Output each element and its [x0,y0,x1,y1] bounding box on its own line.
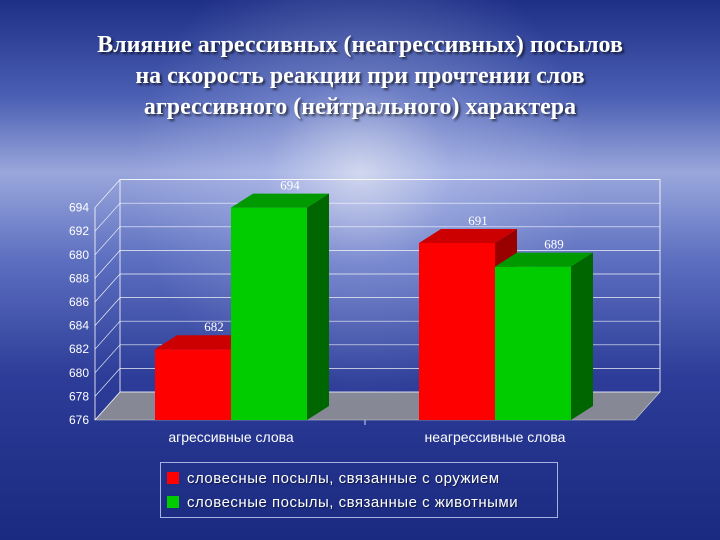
y-tick-label: 684 [69,319,89,333]
y-tick-label: 680 [69,366,89,380]
bar-side [571,252,593,420]
legend-swatch-red [167,472,179,484]
gridline [94,179,660,208]
bar-top [495,252,593,267]
data-label: 682 [204,319,224,334]
gridline [94,226,660,256]
bar [495,266,571,420]
data-label: 689 [544,237,564,252]
y-tick-label: 676 [69,413,89,427]
legend-swatch-green [167,496,179,508]
legend-item-weapons: словесные посылы, связанные с оружием [167,468,500,488]
y-tick-label: 688 [69,271,89,285]
bar-top [155,335,253,350]
bar-top [419,229,517,243]
bar [419,243,495,420]
y-tick-label: 682 [69,342,89,356]
data-label: 691 [468,213,488,228]
y-tick-label: 692 [69,224,89,238]
title-line-3: агрессивного (нейтрального) характера [143,94,577,120]
legend-label-weapons: словесные посылы, связанные с оружием [187,469,500,487]
y-tick-label: 680 [69,248,89,262]
y-tick-label: 686 [69,295,89,309]
chart-legend: словесные посылы, связанные с оружием сл… [160,462,558,518]
title-line-1: Влияние агрессивных (неагрессивных) посы… [97,32,623,58]
legend-item-animals: словесные посылы, связанные с животными [167,492,518,512]
x-category-label: неагрессивные слова [425,429,566,445]
y-tick-label: 694 [69,201,89,215]
gridline [94,202,660,232]
bar-top [231,193,329,208]
legend-label-animals: словесные посылы, связанные с животными [187,493,519,511]
data-label: 694 [280,178,300,193]
slide-title: Влияние агрессивных (неагрессивных) посы… [0,30,720,123]
bar-side [307,193,329,420]
title-line-2: на скорость реакции при прочтении слов [135,63,585,89]
y-tick-label: 678 [69,389,89,403]
bar [231,207,307,420]
bar [155,349,231,420]
x-category-label: агрессивные слова [168,429,294,445]
